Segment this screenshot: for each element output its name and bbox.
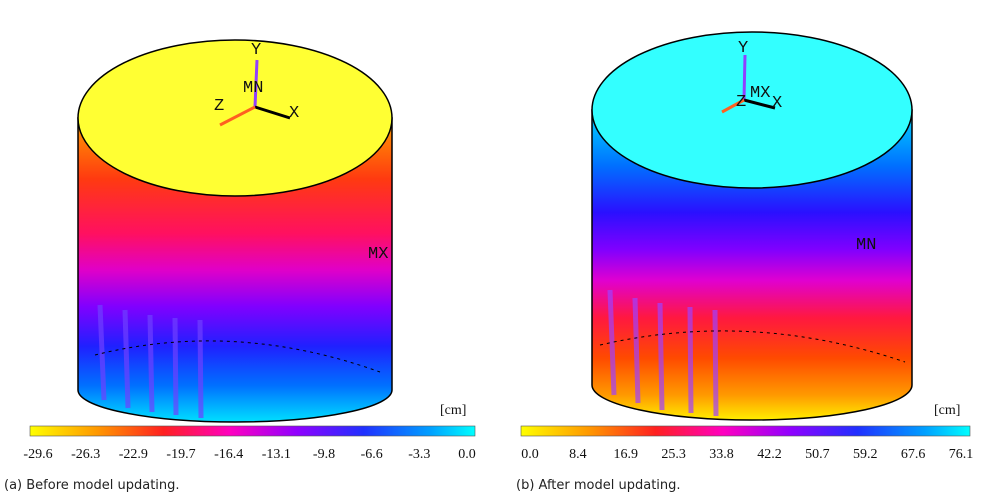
caption: (a) Before model updating. bbox=[4, 478, 180, 493]
colorbar-label: -3.3 bbox=[408, 447, 430, 462]
cylinder-top bbox=[592, 32, 912, 188]
colorbar-label: -6.6 bbox=[361, 447, 383, 462]
unit-label: [cm] bbox=[934, 403, 960, 418]
axis-z-label: Z bbox=[214, 97, 224, 116]
figure: Y MN Z X MX [cm] -29.6 -26.3 -22.9 -19.7 -16… bbox=[0, 0, 986, 498]
axis-x-label: X bbox=[772, 94, 782, 113]
colorbar-label: -29.6 bbox=[23, 447, 52, 462]
colorbar-label: 59.2 bbox=[853, 447, 878, 462]
colorbar-label: -22.9 bbox=[119, 447, 148, 462]
colorbar-label: -19.7 bbox=[166, 447, 195, 462]
colorbar bbox=[30, 426, 475, 436]
extreme-label: MN bbox=[856, 236, 876, 255]
colorbar-label: -9.8 bbox=[313, 447, 335, 462]
axis-y-label: Y bbox=[738, 39, 748, 58]
colorbar-label: -13.1 bbox=[262, 447, 291, 462]
panel-b: Y MX Z X MN [cm] 0.0 8.4 16.9 25.3 33.8 42.2 5… bbox=[516, 32, 973, 493]
panel-a: Y MN Z X MX [cm] -29.6 -26.3 -22.9 -19.7 -16… bbox=[4, 40, 476, 493]
colorbar-label: -26.3 bbox=[71, 447, 100, 462]
colorbar-label: 16.9 bbox=[614, 447, 639, 462]
extreme-label: MX bbox=[368, 245, 388, 264]
colorbar-label: 42.2 bbox=[757, 447, 782, 462]
caption: (b) After model updating. bbox=[516, 478, 681, 493]
axis-z-label: Z bbox=[736, 93, 746, 112]
axis-x-label: X bbox=[289, 104, 299, 123]
colorbar-label: 25.3 bbox=[661, 447, 686, 462]
colorbar-label: 67.6 bbox=[901, 447, 926, 462]
colorbar-label: 0.0 bbox=[521, 447, 539, 462]
colorbar bbox=[521, 426, 970, 436]
axis-y-label: Y bbox=[251, 41, 261, 60]
colorbar-labels: -29.6 -26.3 -22.9 -19.7 -16.4 -13.1 -9.8 -6.6 -3… bbox=[23, 447, 475, 462]
colorbar-label: -16.4 bbox=[214, 447, 243, 462]
node-label: MN bbox=[243, 79, 263, 98]
colorbar-label: 76.1 bbox=[949, 447, 974, 462]
colorbar-label: 0.0 bbox=[458, 447, 476, 462]
unit-label: [cm] bbox=[440, 403, 466, 418]
node-label: MX bbox=[750, 84, 770, 103]
colorbar-label: 50.7 bbox=[805, 447, 830, 462]
colorbar-labels: 0.0 8.4 16.9 25.3 33.8 42.2 50.7 59.2 67.6 76.1 bbox=[521, 447, 973, 462]
colorbar-label: 8.4 bbox=[569, 447, 587, 462]
colorbar-label: 33.8 bbox=[709, 447, 734, 462]
